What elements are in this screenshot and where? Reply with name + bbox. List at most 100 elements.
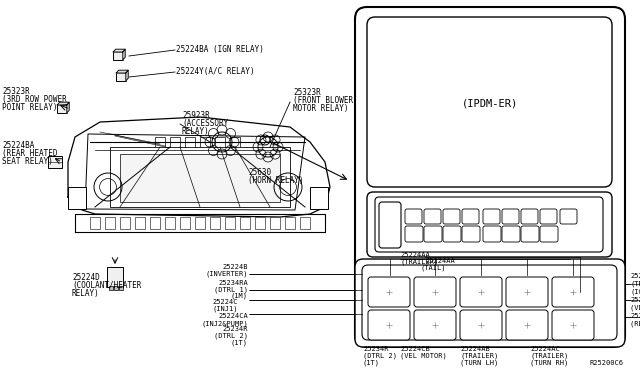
FancyBboxPatch shape	[502, 226, 520, 242]
FancyBboxPatch shape	[540, 209, 557, 224]
Bar	[119, 286, 123, 290]
Bar	[225, 217, 235, 229]
Text: (VEL MOTOR): (VEL MOTOR)	[400, 353, 447, 359]
FancyBboxPatch shape	[355, 7, 625, 347]
Text: 25224AA: 25224AA	[400, 252, 429, 258]
Text: (TRAILER): (TRAILER)	[530, 353, 568, 359]
Bar	[285, 217, 295, 229]
Text: 25224AB: 25224AB	[460, 346, 490, 352]
Polygon shape	[113, 49, 125, 52]
Bar	[185, 137, 195, 147]
Bar	[240, 217, 250, 229]
FancyBboxPatch shape	[460, 310, 502, 340]
Text: (INJ1): (INJ1)	[212, 305, 238, 312]
Text: (REAR HEATED: (REAR HEATED	[2, 149, 58, 158]
Bar	[165, 217, 175, 229]
Text: 25323R: 25323R	[2, 87, 29, 96]
Text: (DTRL 2): (DTRL 2)	[214, 333, 248, 339]
Bar	[150, 217, 160, 229]
Text: 25224B: 25224B	[223, 264, 248, 270]
Text: (INJ2&PUMP): (INJ2&PUMP)	[201, 321, 248, 327]
Bar	[114, 286, 118, 290]
FancyBboxPatch shape	[506, 310, 548, 340]
Bar	[215, 137, 225, 147]
Text: 25234R: 25234R	[223, 326, 248, 332]
Text: (COOLANT/HEATER: (COOLANT/HEATER	[72, 281, 141, 290]
Bar	[255, 217, 265, 229]
Polygon shape	[67, 102, 69, 113]
Text: 25224CA: 25224CA	[218, 313, 248, 319]
FancyBboxPatch shape	[414, 277, 456, 307]
FancyBboxPatch shape	[368, 310, 410, 340]
Bar	[105, 217, 115, 229]
Text: (1T): (1T)	[363, 359, 380, 366]
Text: 25323R: 25323R	[293, 88, 321, 97]
FancyBboxPatch shape	[502, 209, 519, 224]
Bar	[110, 147, 290, 207]
Text: 25234R: 25234R	[363, 346, 388, 352]
Text: (1T): (1T)	[231, 340, 248, 346]
Bar	[90, 217, 100, 229]
Text: SEAT RELAY): SEAT RELAY)	[2, 157, 53, 166]
Polygon shape	[126, 70, 128, 81]
FancyBboxPatch shape	[483, 226, 501, 242]
Polygon shape	[123, 49, 125, 60]
Bar	[180, 217, 190, 229]
FancyBboxPatch shape	[367, 17, 612, 187]
FancyBboxPatch shape	[462, 226, 480, 242]
Text: 25224Y(A/C RELAY): 25224Y(A/C RELAY)	[176, 67, 255, 76]
FancyBboxPatch shape	[405, 209, 422, 224]
FancyBboxPatch shape	[540, 226, 558, 242]
Text: MOTOR RELAY): MOTOR RELAY)	[293, 104, 349, 113]
Bar	[109, 286, 113, 290]
Text: 25224CB: 25224CB	[400, 346, 429, 352]
Text: 25224AC: 25224AC	[530, 346, 560, 352]
Text: 25224C: 25224C	[212, 299, 238, 305]
Text: (ACCESSORY: (ACCESSORY	[182, 119, 228, 128]
FancyBboxPatch shape	[375, 197, 603, 252]
FancyBboxPatch shape	[460, 277, 502, 307]
Text: 25630: 25630	[248, 168, 271, 177]
FancyBboxPatch shape	[368, 277, 410, 307]
Bar	[300, 217, 310, 229]
Bar	[270, 217, 280, 229]
Bar	[230, 137, 240, 147]
FancyBboxPatch shape	[506, 277, 548, 307]
Text: RELAY): RELAY)	[72, 289, 100, 298]
Text: (3RD ROW POWER: (3RD ROW POWER	[2, 95, 67, 104]
Text: (TRAILER): (TRAILER)	[400, 259, 438, 265]
Text: 25224AA: 25224AA	[425, 258, 455, 264]
Text: (REV LAMP): (REV LAMP)	[630, 321, 640, 327]
Text: (TURN RH): (TURN RH)	[530, 359, 568, 366]
Bar	[57, 105, 67, 113]
Polygon shape	[57, 102, 69, 105]
FancyBboxPatch shape	[405, 226, 423, 242]
Text: R25200C6: R25200C6	[590, 360, 624, 366]
Text: 25224A: 25224A	[630, 313, 640, 319]
FancyBboxPatch shape	[443, 209, 460, 224]
Text: (1M): (1M)	[231, 292, 248, 299]
FancyBboxPatch shape	[552, 310, 594, 340]
Text: RELAY): RELAY)	[182, 127, 210, 136]
FancyBboxPatch shape	[362, 265, 617, 340]
Text: (IPDM-ER): (IPDM-ER)	[462, 99, 518, 109]
Text: 25224AD: 25224AD	[630, 273, 640, 279]
Text: (TAIL): (TAIL)	[420, 264, 445, 271]
FancyBboxPatch shape	[424, 226, 442, 242]
Bar	[113, 52, 123, 60]
Text: (DTRL 1): (DTRL 1)	[214, 286, 248, 293]
Text: (TRAILER): (TRAILER)	[460, 353, 499, 359]
Text: (VDC STOP LAMP): (VDC STOP LAMP)	[630, 305, 640, 311]
Bar	[200, 137, 210, 147]
Bar	[68, 187, 86, 209]
FancyBboxPatch shape	[443, 226, 461, 242]
FancyBboxPatch shape	[379, 202, 401, 248]
Polygon shape	[116, 70, 128, 73]
Bar	[310, 187, 328, 209]
Bar	[195, 217, 205, 229]
Text: (HORN RELAY): (HORN RELAY)	[248, 176, 303, 185]
Text: (IGN): (IGN)	[630, 289, 640, 295]
Text: (FRONT BLOWER: (FRONT BLOWER	[293, 96, 353, 105]
Bar	[120, 154, 280, 202]
Bar	[170, 137, 180, 147]
